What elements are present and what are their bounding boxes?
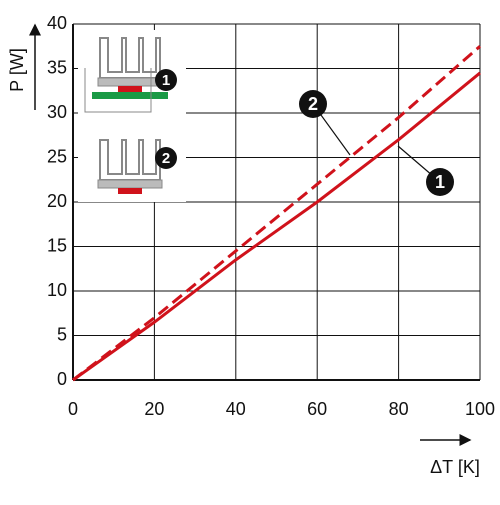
y-tick-label: 5 — [57, 324, 67, 344]
chip — [118, 86, 142, 92]
inset-badge — [155, 69, 177, 91]
y-tick-label: 10 — [47, 280, 67, 300]
x-tick-label: 0 — [68, 399, 78, 419]
x-axis-label: ΔT [K] — [430, 457, 480, 477]
y-axis-label: P [W] — [7, 48, 27, 92]
x-tick-label: 40 — [226, 399, 246, 419]
y-tick-label: 20 — [47, 191, 67, 211]
callout-badge — [299, 90, 327, 118]
chip — [118, 188, 142, 194]
inset: 12 — [78, 30, 186, 202]
callout-label: 2 — [308, 94, 318, 114]
callout-label: 1 — [435, 172, 445, 192]
inset-label: 1 — [162, 72, 170, 89]
heatsink-base — [97, 77, 163, 87]
heatsink — [99, 37, 161, 79]
y-tick-label: 35 — [47, 57, 67, 77]
series-line — [72, 45, 481, 382]
series-line — [72, 71, 481, 382]
inset-badge — [155, 147, 177, 169]
x-tick-label: 60 — [307, 399, 327, 419]
board — [92, 92, 168, 99]
y-tick-label: 0 — [57, 369, 67, 389]
y-tick-label: 15 — [47, 235, 67, 255]
x-tick-label: 100 — [465, 399, 495, 419]
x-tick-label: 20 — [144, 399, 164, 419]
y-tick-label: 25 — [47, 146, 67, 166]
y-tick-label: 40 — [47, 13, 67, 33]
inset-label: 2 — [162, 150, 170, 167]
inset-frame — [84, 68, 152, 113]
y-tick-label: 30 — [47, 102, 67, 122]
heatsink-base — [97, 179, 163, 189]
callout-badge — [426, 168, 454, 196]
x-tick-label: 80 — [389, 399, 409, 419]
